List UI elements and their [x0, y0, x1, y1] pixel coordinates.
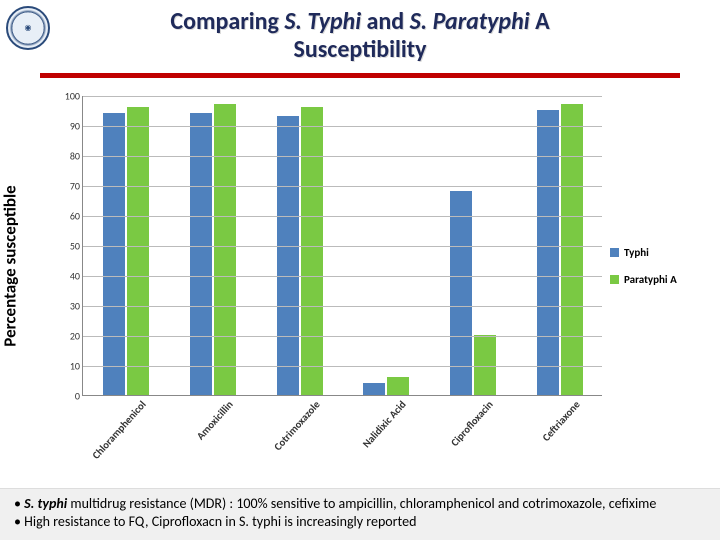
bar-group [83, 107, 170, 395]
grid-line [83, 366, 602, 367]
y-tick-label: 40 [60, 270, 80, 283]
grid-line [83, 186, 602, 187]
y-tick-label: 20 [60, 330, 80, 343]
susceptibility-chart: Percentage susceptible Typhi Paratyphi A… [20, 96, 700, 436]
y-tick-label: 90 [60, 120, 80, 133]
y-tick-label: 100 [60, 90, 80, 103]
bar [301, 107, 323, 395]
chart-legend: Typhi Paratyphi A [610, 246, 677, 300]
grid-line [83, 96, 602, 97]
x-tick-label: Ciprofloxacin [419, 398, 496, 481]
title-mid: and [361, 7, 409, 36]
title-ital2: S. Paratyphi [410, 7, 530, 36]
bar [474, 335, 496, 395]
grid-line [83, 276, 602, 277]
legend-item-paratyphi: Paratyphi A [610, 273, 677, 286]
bar [561, 104, 583, 395]
bar-group [256, 107, 343, 395]
x-tick-label: Chloramphenicol [72, 398, 149, 481]
y-tick-label: 30 [60, 300, 80, 313]
bar [387, 377, 409, 395]
plot-area [82, 96, 602, 396]
y-axis-label: Percentage susceptible [0, 185, 21, 346]
x-tick-label: Amoxicillin [159, 398, 236, 481]
bar [450, 191, 472, 395]
bar-group [170, 104, 257, 395]
title-underline [40, 73, 680, 78]
y-tick-label: 60 [60, 210, 80, 223]
title-suffix: A [530, 7, 550, 36]
legend-swatch-icon [610, 248, 619, 257]
bar [363, 383, 385, 395]
org-logo: ◉ [6, 6, 50, 50]
bar [537, 110, 559, 395]
title-prefix: Comparing [170, 7, 284, 36]
legend-label: Typhi [624, 246, 649, 259]
legend-swatch-icon [610, 275, 619, 284]
bar [214, 104, 236, 395]
bar-group [430, 191, 517, 395]
grid-line [83, 306, 602, 307]
footnote-line: • High resistance to FQ, Ciprofloxacn in… [14, 513, 706, 531]
footnote-line: • S. typhi multidrug resistance (MDR) : … [14, 495, 706, 513]
y-tick-label: 0 [60, 390, 80, 403]
legend-label: Paratyphi A [624, 273, 677, 286]
x-tick-label: Cotrimoxazole [246, 398, 323, 481]
bar [277, 116, 299, 395]
grid-line [83, 246, 602, 247]
y-tick-label: 10 [60, 360, 80, 373]
bar-group [516, 104, 603, 395]
bar-group [343, 377, 430, 395]
x-tick-label: Nalidixic Acid [332, 398, 409, 481]
legend-item-typhi: Typhi [610, 246, 677, 259]
y-tick-label: 80 [60, 150, 80, 163]
title-line2: Susceptibility [0, 36, 720, 64]
y-tick-label: 50 [60, 240, 80, 253]
page-title: Comparing S. Typhi and S. Paratyphi A Su… [0, 0, 720, 63]
title-ital1: S. Typhi [284, 7, 361, 36]
grid-line [83, 126, 602, 127]
x-tick-label: Ceftriaxone [506, 398, 583, 481]
grid-line [83, 156, 602, 157]
grid-line [83, 216, 602, 217]
bar [127, 107, 149, 395]
grid-line [83, 336, 602, 337]
y-tick-label: 70 [60, 180, 80, 193]
footnotes: • S. typhi multidrug resistance (MDR) : … [0, 488, 720, 540]
